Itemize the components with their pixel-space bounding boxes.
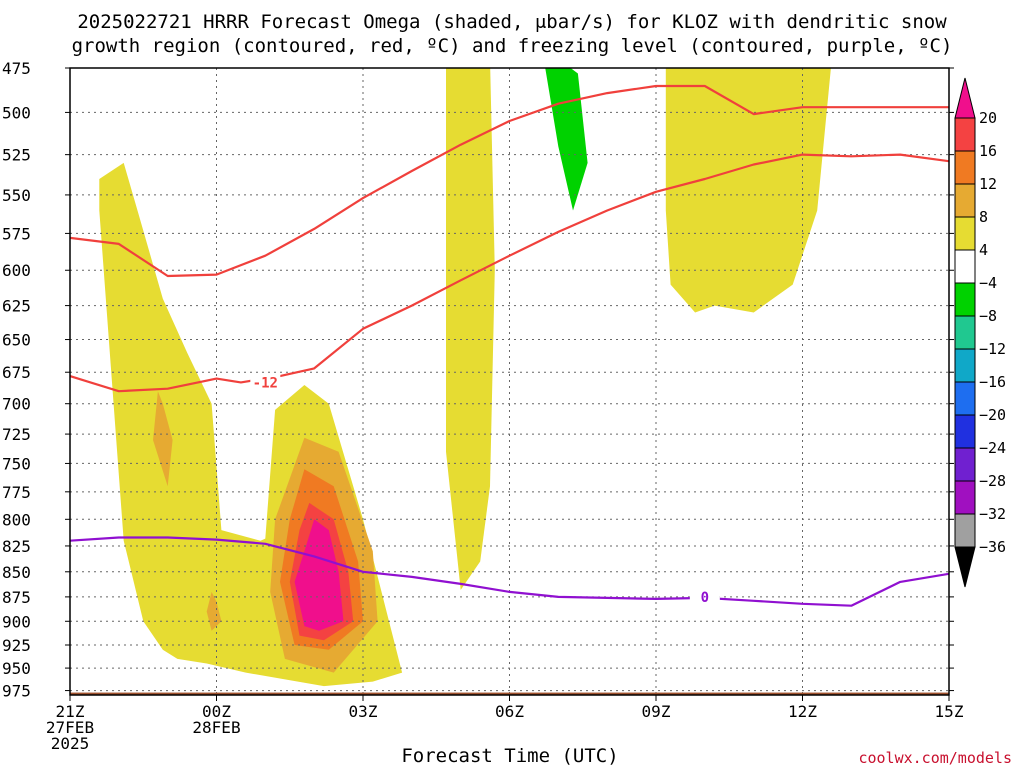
colorbar-label: −20 — [979, 406, 1006, 424]
y-tick-label: 625 — [2, 297, 31, 316]
y-tick-label: 750 — [2, 454, 31, 473]
colorbar-segment — [954, 282, 976, 317]
y-tick-label: 525 — [2, 146, 31, 165]
omega-region-8 — [665, 68, 831, 313]
y-tick-label: 825 — [2, 537, 31, 556]
x-tick-label: 09Z — [642, 702, 671, 721]
contour-label: -12 — [253, 375, 278, 391]
dgz-contour-line-0 — [70, 153, 949, 393]
x-tick-label: 28FEB — [192, 718, 240, 737]
freezing-level-line — [70, 536, 949, 607]
colorbar-label: −12 — [979, 340, 1006, 358]
colorbar-segment — [954, 513, 976, 548]
x-tick-label: 12Z — [788, 702, 817, 721]
colorbar-segment — [954, 216, 976, 251]
y-tick-label: 925 — [2, 636, 31, 655]
y-tick-label: 675 — [2, 363, 31, 382]
y-tick-label: 950 — [2, 659, 31, 678]
colorbar-segment — [954, 183, 976, 218]
y-tick-label: 775 — [2, 483, 31, 502]
x-tick-label: 03Z — [349, 702, 378, 721]
colorbar-top-arrow — [954, 77, 976, 119]
contour-label-bg — [250, 374, 281, 391]
y-tick-label: 900 — [2, 612, 31, 631]
colorbar-label: 8 — [979, 208, 988, 226]
x-tick-label: 15Z — [935, 702, 964, 721]
x-tick-label: 21Z — [56, 702, 85, 721]
y-tick-label: 475 — [2, 59, 31, 78]
colorbar-label: −8 — [979, 307, 997, 325]
colorbar-segment — [954, 150, 976, 185]
ground-strip — [70, 692, 949, 695]
colorbar-label: −28 — [979, 472, 1006, 490]
colorbar-label: −36 — [979, 538, 1006, 556]
plot-area: -12 0 — [69, 67, 950, 696]
colorbar-label: 20 — [979, 109, 997, 127]
colorbar-bottom-arrow — [954, 546, 976, 588]
y-tick-label: 600 — [2, 261, 31, 280]
omega-region-2 — [206, 591, 222, 631]
y-tick-label: 975 — [2, 682, 31, 701]
x-tick-label: 2025 — [51, 734, 90, 753]
contour-label-bg — [689, 588, 720, 605]
omega-region-1 — [153, 391, 173, 487]
credit-text: coolwx.com/models — [858, 749, 1012, 767]
y-tick-label: 550 — [2, 186, 31, 205]
y-tick-label: 575 — [2, 224, 31, 243]
colorbar-label: −32 — [979, 505, 1006, 523]
colorbar: 20 16 12 8 4 −4 −8 −12 −16 −20 −24 −28 −32 −36 — [954, 77, 1006, 588]
colorbar-label: 12 — [979, 175, 997, 193]
x-tick-label: 27FEB — [46, 718, 94, 737]
colorbar-segment — [954, 447, 976, 482]
grid-lines — [70, 68, 949, 695]
colorbar-segment — [954, 117, 976, 152]
y-tick-label: 700 — [2, 395, 31, 414]
omega-shading — [99, 68, 831, 687]
y-tick-label: 800 — [2, 510, 31, 529]
x-tick-label: 06Z — [495, 702, 524, 721]
axes: 475 500 525 550 575 600 625 650 675 700 725 750 775 8… — [2, 59, 964, 753]
colorbar-segment — [954, 414, 976, 449]
colorbar-segment — [954, 315, 976, 350]
dgz-contour-line-1 — [70, 84, 949, 278]
chart-title-line-1: 2025022721 HRRR Forecast Omega (shaded, … — [77, 11, 947, 33]
colorbar-label: 16 — [979, 142, 997, 160]
colorbar-segment — [954, 249, 976, 284]
colorbar-segment — [954, 480, 976, 515]
x-tick-label: 00Z — [202, 702, 231, 721]
colorbar-label: −4 — [979, 274, 997, 292]
y-tick-label: 850 — [2, 563, 31, 582]
y-tick-label: 875 — [2, 588, 31, 607]
contour-label: 0 — [701, 590, 709, 606]
colorbar-label: −16 — [979, 373, 1006, 391]
y-tick-label: 650 — [2, 331, 31, 350]
y-tick-label: 500 — [2, 103, 31, 122]
omega-region-10 — [509, 68, 627, 347]
omega-region-7 — [446, 68, 495, 590]
contour-lines: -12 0 — [70, 84, 949, 607]
omega-region-12 — [504, 581, 529, 669]
x-axis-label: Forecast Time (UTC) — [401, 745, 618, 767]
colorbar-label: 4 — [979, 241, 988, 259]
colorbar-segment — [954, 348, 976, 383]
colorbar-label: −24 — [979, 439, 1006, 457]
chart-title-line-2: growth region (contoured, red, ºC) and f… — [72, 35, 953, 57]
omega-region-13 — [631, 559, 744, 659]
colorbar-segment — [954, 381, 976, 416]
y-tick-label: 725 — [2, 425, 31, 444]
omega-region-6 — [294, 519, 344, 631]
